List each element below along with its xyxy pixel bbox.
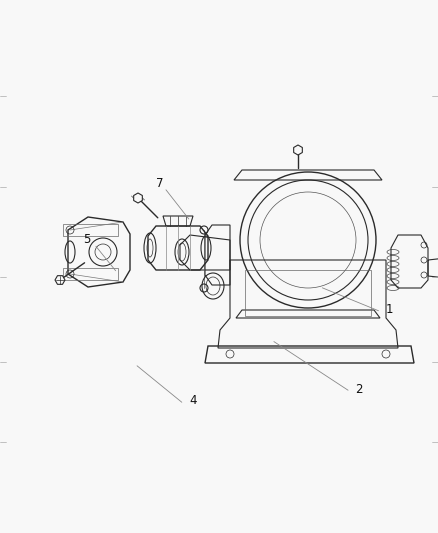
Text: 7: 7 [156, 177, 164, 190]
Text: 2: 2 [355, 383, 363, 395]
Text: 5: 5 [83, 233, 90, 246]
Polygon shape [55, 276, 65, 284]
Text: 1: 1 [386, 303, 394, 316]
Polygon shape [134, 193, 142, 203]
Text: 4: 4 [189, 394, 197, 407]
Polygon shape [293, 145, 302, 155]
